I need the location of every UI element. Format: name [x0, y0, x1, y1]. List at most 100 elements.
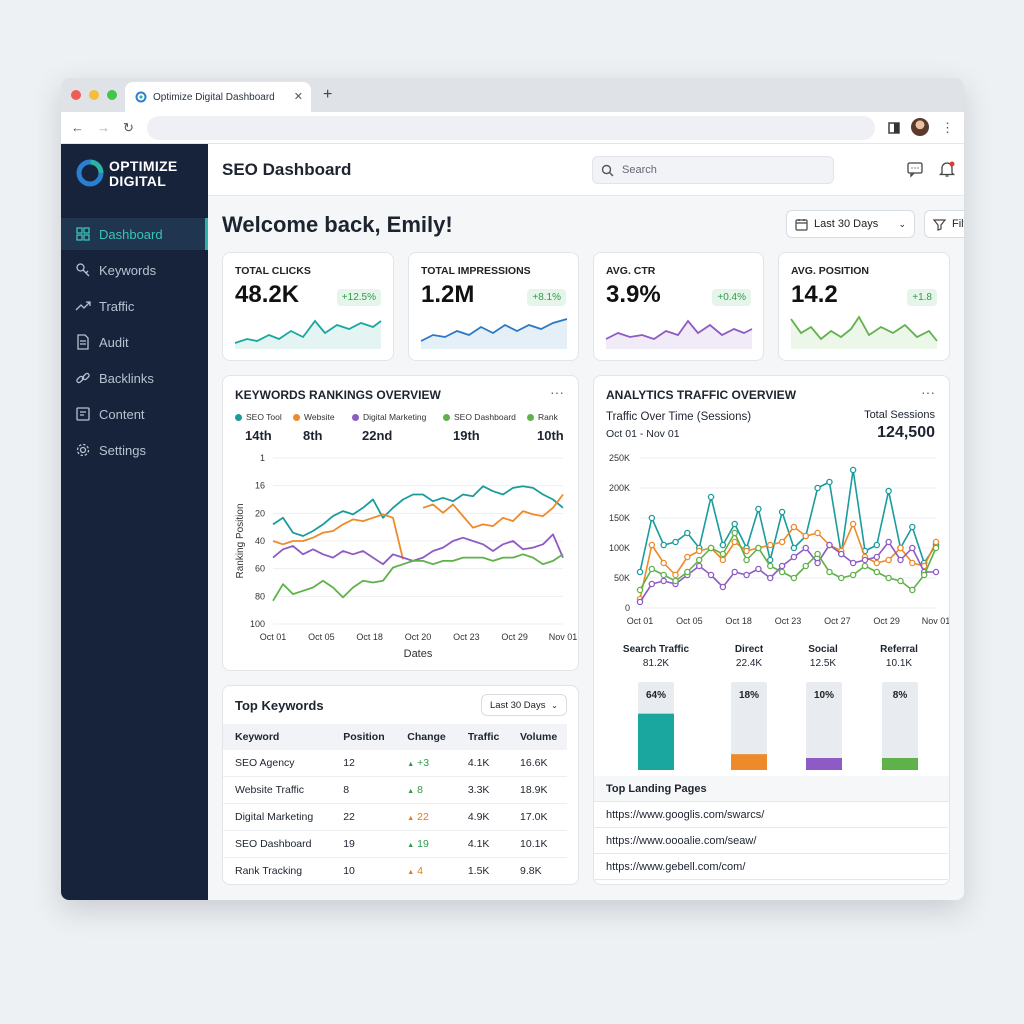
- url-field[interactable]: [147, 116, 875, 140]
- data-point-search-traffic: [778, 508, 786, 516]
- data-point-search-traffic: [731, 520, 738, 528]
- keyword-cell: Digital Marketing: [223, 803, 332, 831]
- sidebar-item-settings[interactable]: Settings: [61, 434, 208, 466]
- volume-cell: 16.6K: [508, 750, 567, 777]
- channel-percent-label: 10%: [814, 690, 834, 701]
- kpi-label: TOTAL IMPRESSIONS: [421, 265, 531, 277]
- kpi-label: TOTAL CLICKS: [235, 265, 311, 277]
- chevron-down-icon: ⌄: [551, 700, 558, 710]
- sidebar-item-content[interactable]: Content: [61, 398, 208, 430]
- data-point-direct: [814, 529, 821, 537]
- landing-pages-title: Top Landing Pages: [594, 776, 949, 802]
- traffic-card: ANALYTICS TRAFFIC OVERVIEW ··· Traffic O…: [593, 375, 950, 885]
- x-tick-label: Oct 01: [260, 632, 287, 642]
- channel-social: Social 12.5K: [808, 644, 838, 669]
- forward-icon[interactable]: →: [97, 120, 110, 135]
- data-point-social: [790, 553, 798, 561]
- total-sessions-value: 124,500: [877, 424, 935, 441]
- profile-avatar[interactable]: [911, 118, 929, 136]
- data-point-direct: [731, 538, 738, 546]
- minimize-window-button[interactable]: [89, 90, 99, 100]
- y-tick-label: 60: [255, 564, 265, 574]
- column-header[interactable]: Keyword: [223, 724, 332, 750]
- data-point-direct: [684, 553, 691, 561]
- kpi-label: AVG. POSITION: [791, 265, 869, 277]
- filters-button[interactable]: Filters ⌄: [924, 210, 964, 238]
- y-tick-label: 16: [255, 481, 265, 491]
- more-options-icon[interactable]: ···: [550, 384, 564, 400]
- data-point-referral: [861, 562, 869, 570]
- close-window-button[interactable]: [71, 90, 81, 100]
- data-point-social: [648, 580, 656, 588]
- column-header[interactable]: Traffic: [455, 724, 509, 750]
- sidebar-item-label: Dashboard: [99, 226, 163, 242]
- table-row[interactable]: Digital Marketing 22 ▲ 22 4.9K 17.0K: [223, 803, 567, 831]
- sidebar-toggle-icon[interactable]: [888, 122, 900, 134]
- keyword-cell: SEO Agency: [223, 750, 332, 777]
- table-row[interactable]: SEO Dashboard 19 ▲ 19 4.1K 10.1K: [223, 830, 567, 858]
- kpi-card-clicks: TOTAL CLICKS 48.2K +12.5%: [222, 252, 394, 361]
- data-point-search-traffic: [873, 541, 881, 549]
- more-options-icon[interactable]: ···: [921, 384, 935, 400]
- reload-icon[interactable]: ↻: [123, 120, 134, 135]
- sidebar-item-backlinks[interactable]: Backlinks: [61, 362, 208, 394]
- close-tab-icon[interactable]: ✕: [293, 91, 303, 103]
- series-line-website: [272, 493, 564, 560]
- sidebar-item-dashboard[interactable]: Dashboard: [61, 218, 208, 250]
- landing-page-link[interactable]: https://www.oooalie.com/seaw/: [594, 828, 948, 854]
- legend-item: Rank: [527, 412, 558, 422]
- new-tab-button[interactable]: +: [323, 86, 333, 103]
- data-point-social: [897, 556, 904, 564]
- keywords-range-select[interactable]: Last 30 Days ⌄: [481, 694, 567, 716]
- position-cell: 10: [331, 857, 396, 884]
- channel-percent-label: 18%: [739, 690, 759, 701]
- landing-page-link[interactable]: https://www.googlis.com/swarcs/: [594, 802, 948, 828]
- chat-icon[interactable]: [906, 160, 924, 178]
- column-header[interactable]: Position: [331, 724, 396, 750]
- data-point-direct: [778, 538, 786, 546]
- y-tick-label: 1: [260, 453, 265, 463]
- date-range-button[interactable]: Last 30 Days ⌄: [786, 210, 915, 238]
- bell-icon[interactable]: [938, 160, 956, 178]
- data-point-referral: [636, 586, 644, 594]
- data-point-referral: [766, 562, 774, 570]
- traffic-title: ANALYTICS TRAFFIC OVERVIEW: [606, 388, 797, 402]
- top-header: SEO Dashboard Search ⌄: [208, 144, 964, 196]
- x-tick-label: Oct 18: [725, 616, 752, 626]
- landing-page-link[interactable]: https://www.gebell.com/com/: [594, 854, 948, 880]
- table-row[interactable]: SEO Agency 12 ▲ +3 4.1K 16.6K: [223, 750, 567, 777]
- rankings-title: KEYWORDS RANKINGS OVERVIEW: [235, 388, 441, 402]
- keyword-cell: Website Traffic: [223, 776, 332, 804]
- back-icon[interactable]: ←: [71, 120, 84, 135]
- tab-title: Optimize Digital Dashboard: [153, 91, 275, 103]
- column-header[interactable]: Volume: [508, 724, 567, 750]
- column-header[interactable]: Change: [395, 724, 456, 750]
- sidebar-item-audit[interactable]: Audit: [61, 326, 208, 358]
- maximize-window-button[interactable]: [107, 90, 117, 100]
- browser-tab[interactable]: Optimize Digital Dashboard ✕: [125, 82, 311, 112]
- table-row[interactable]: Rank Tracking 10 ▲ 4 1.5K 9.8K: [223, 857, 567, 884]
- data-point-search-traffic: [826, 478, 833, 486]
- x-tick-label: Oct 23: [453, 632, 480, 642]
- data-point-search-traffic: [814, 484, 821, 492]
- search-input[interactable]: Search: [592, 156, 834, 184]
- data-point-direct: [766, 541, 774, 549]
- browser-menu-icon[interactable]: ⋮: [941, 120, 954, 135]
- sidebar-item-keywords[interactable]: Keywords: [61, 254, 208, 286]
- kpi-value: 3.9%: [606, 281, 661, 308]
- change-cell: ▲ 8: [395, 776, 456, 804]
- kpi-value: 1.2M: [421, 281, 475, 308]
- sidebar-item-traffic[interactable]: Traffic: [61, 290, 208, 322]
- welcome-heading: Welcome back, Emily!: [222, 212, 453, 237]
- link-icon: [76, 372, 90, 384]
- data-point-search-traffic: [885, 487, 892, 495]
- sidebar-item-label: Content: [99, 406, 145, 422]
- content-icon: [76, 407, 90, 421]
- table-header-row: Keyword Position Change Traffic Volume: [223, 724, 567, 750]
- legend-item: Website: [293, 412, 335, 422]
- data-point-referral: [731, 529, 738, 537]
- address-bar-row: ← → ↻ ⋮: [61, 112, 964, 144]
- y-tick-label: 20: [255, 508, 265, 518]
- table-row[interactable]: Website Traffic 8 ▲ 8 3.3K 18.9K: [223, 776, 567, 804]
- y-tick-label: 0: [625, 603, 630, 613]
